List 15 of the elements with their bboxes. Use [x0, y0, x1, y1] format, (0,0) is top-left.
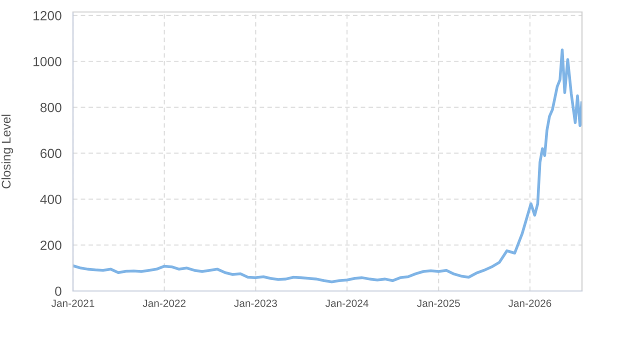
- x-tick-label: Jan-2025: [417, 300, 460, 307]
- y-tick-label: 800: [40, 102, 62, 112]
- y-tick-label: 400: [40, 194, 62, 204]
- y-tick-label: 0: [55, 286, 62, 296]
- y-tick-label: 600: [40, 148, 62, 158]
- x-tick-label: Jan-2023: [234, 300, 277, 307]
- x-tick-label: Jan-2024: [325, 300, 368, 307]
- x-tick-label: Jan-2022: [142, 300, 186, 307]
- y-axis-title: Closing Level: [1, 114, 14, 188]
- line-series: [73, 48, 582, 284]
- y-tick-label: 1000: [34, 56, 62, 66]
- y-tick-label: 1200: [34, 11, 62, 20]
- x-tick-label: Jan-2021: [51, 300, 94, 307]
- y-tick-label: 200: [40, 240, 62, 250]
- x-tick-label: Jan-2026: [508, 300, 552, 307]
